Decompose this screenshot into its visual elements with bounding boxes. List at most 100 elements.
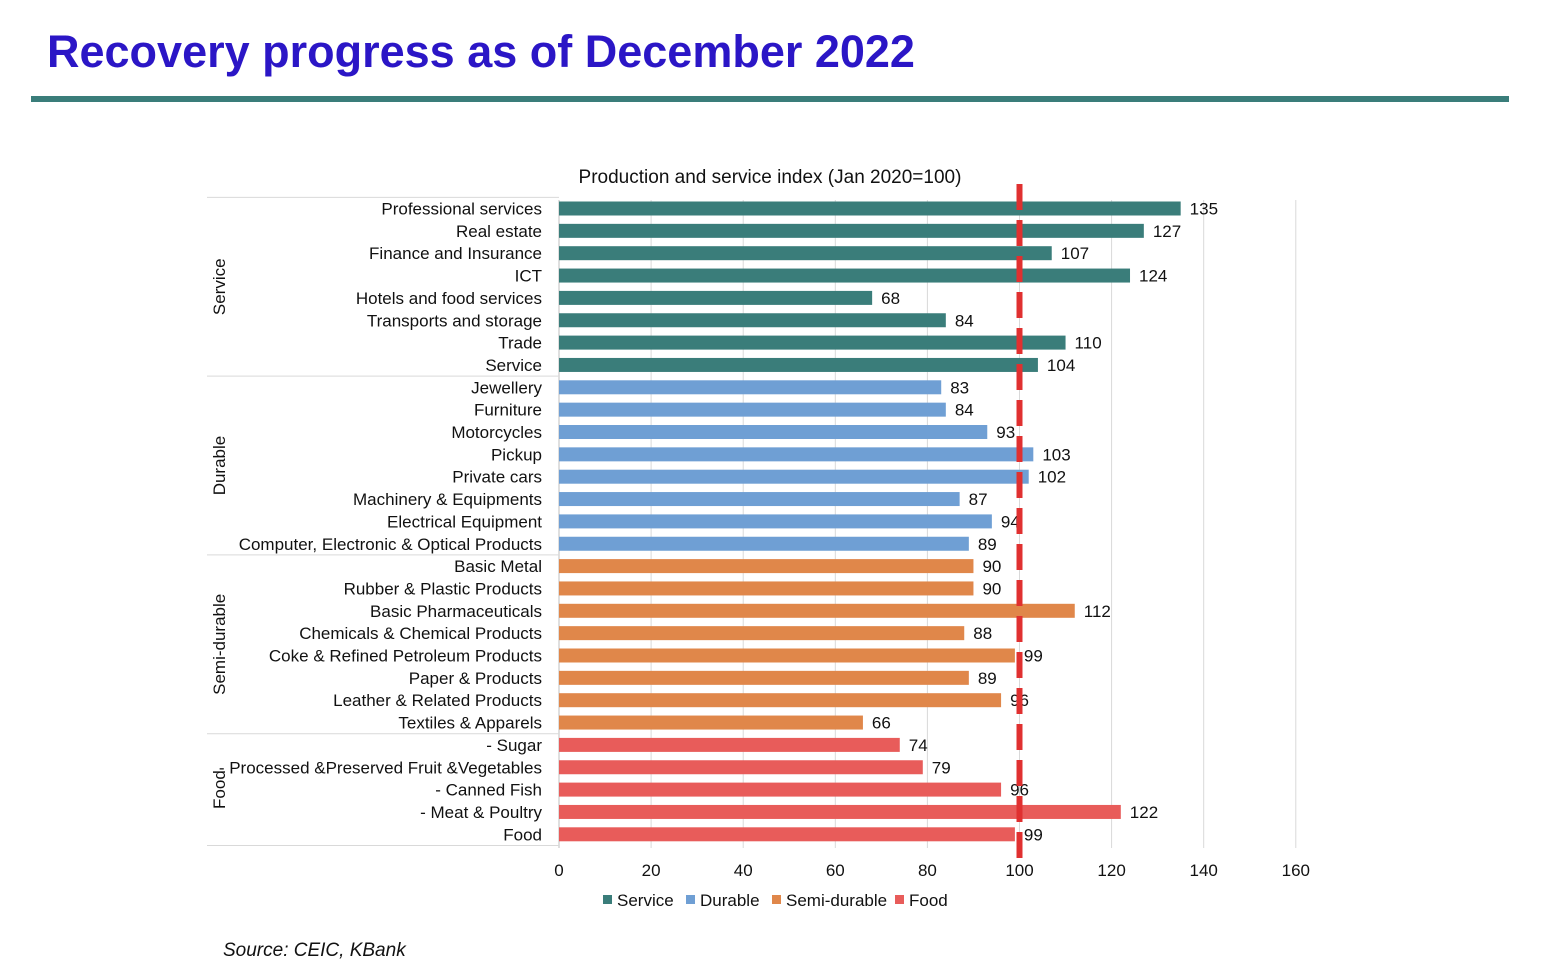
- category-label: Machinery & Equipments: [353, 490, 542, 509]
- chart-title: Production and service index (Jan 2020=1…: [579, 167, 962, 188]
- legend-label: Food: [909, 891, 948, 910]
- bar: [559, 335, 1066, 350]
- category-label: Coke & Refined Petroleum Products: [269, 647, 542, 666]
- bar: [559, 313, 946, 328]
- data-label: 84: [955, 311, 974, 330]
- category-label: Pickup: [491, 445, 542, 464]
- data-label: 87: [969, 490, 988, 509]
- bar: [559, 268, 1131, 283]
- category-label: Textiles & Apparels: [398, 714, 542, 733]
- category-label: Private cars: [452, 468, 542, 487]
- category-label: - Processed &Preserved Fruit &Vegetables: [219, 758, 542, 777]
- data-label: 90: [982, 579, 1001, 598]
- legend: Service Durable Semi-durable Food: [603, 891, 948, 910]
- x-tick-label: 0: [554, 861, 563, 880]
- group-label: Food: [210, 770, 229, 809]
- data-label: 102: [1038, 468, 1066, 487]
- category-label: Food: [503, 825, 542, 844]
- slide-title: Recovery progress as of December 2022: [47, 26, 915, 77]
- data-label: 104: [1047, 356, 1075, 375]
- group-labels: Service Durable Semi-durable Food: [210, 258, 229, 809]
- data-label: 107: [1061, 244, 1089, 263]
- data-label: 89: [978, 535, 997, 554]
- bar: [559, 670, 969, 685]
- category-label: Trade: [498, 334, 542, 353]
- bars: [559, 201, 1181, 842]
- bar: [559, 559, 974, 574]
- bar: [559, 782, 1002, 797]
- category-label: Basic Pharmaceuticals: [370, 602, 542, 621]
- category-label: Chemicals & Chemical Products: [299, 624, 542, 643]
- data-label: 112: [1084, 602, 1111, 621]
- data-labels: 1351271071246884110104838493103102879489…: [872, 200, 1218, 845]
- bar: [559, 201, 1181, 216]
- legend-swatch: [686, 895, 695, 904]
- bar: [559, 402, 946, 417]
- bar: [559, 693, 1002, 708]
- category-label: Finance and Insurance: [369, 244, 542, 263]
- data-label: 79: [932, 758, 951, 777]
- legend-label: Semi-durable: [786, 891, 887, 910]
- bar: [559, 827, 1015, 842]
- category-label: Hotels and food services: [356, 289, 542, 308]
- category-label: - Sugar: [486, 736, 542, 755]
- category-label: Jewellery: [471, 378, 542, 397]
- data-label: 66: [872, 714, 891, 733]
- data-label: 110: [1075, 334, 1102, 353]
- bar: [559, 760, 923, 775]
- bar: [559, 648, 1015, 663]
- x-tick-label: 20: [642, 861, 661, 880]
- bar: [559, 246, 1052, 261]
- legend-swatch: [772, 895, 781, 904]
- category-label: Furniture: [474, 401, 542, 420]
- x-tick-label: 140: [1190, 861, 1218, 880]
- bar: [559, 380, 942, 395]
- data-label: 90: [982, 557, 1001, 576]
- data-label: 122: [1130, 803, 1158, 822]
- bar: [559, 581, 974, 596]
- category-label: Professional services: [381, 200, 542, 219]
- bar: [559, 715, 863, 730]
- data-label: 84: [955, 401, 974, 420]
- group-label: Service: [210, 258, 229, 315]
- data-label: 99: [1024, 825, 1043, 844]
- title-divider: [31, 96, 1509, 102]
- bar: [559, 447, 1034, 462]
- bar: [559, 804, 1121, 819]
- data-label: 127: [1153, 222, 1181, 241]
- data-label: 124: [1139, 267, 1167, 286]
- data-label: 96: [1010, 781, 1029, 800]
- category-label: Computer, Electronic & Optical Products: [239, 535, 542, 554]
- group-label: Semi-durable: [210, 594, 229, 695]
- bar: [559, 223, 1144, 238]
- category-label: Transports and storage: [367, 311, 542, 330]
- category-label: Paper & Products: [409, 669, 542, 688]
- bar: [559, 357, 1038, 372]
- data-label: 103: [1042, 445, 1070, 464]
- category-labels: Professional services Real estate Finance …: [219, 200, 543, 845]
- data-label: 88: [973, 624, 992, 643]
- category-label: ICT: [515, 267, 542, 286]
- bar: [559, 290, 873, 305]
- data-label: 89: [978, 669, 997, 688]
- bar: [559, 626, 965, 641]
- category-label: Service: [485, 356, 542, 375]
- x-tick-label: 100: [1005, 861, 1033, 880]
- category-label: Basic Metal: [454, 557, 542, 576]
- bar: [559, 514, 992, 529]
- category-label: - Meat & Poultry: [420, 803, 542, 822]
- data-label: 94: [1001, 512, 1020, 531]
- category-label: - Canned Fish: [435, 781, 542, 800]
- x-tick-label: 160: [1282, 861, 1310, 880]
- bar: [559, 603, 1075, 618]
- bar: [559, 737, 900, 752]
- data-label: 99: [1024, 647, 1043, 666]
- category-label: Electrical Equipment: [387, 512, 542, 531]
- bar: [559, 425, 988, 439]
- category-label: Leather & Related Products: [333, 691, 542, 710]
- source-note: Source: CEIC, KBank: [223, 940, 406, 961]
- category-label: Motorcycles: [451, 423, 542, 442]
- legend-label: Durable: [700, 891, 760, 910]
- legend-swatch: [603, 895, 612, 904]
